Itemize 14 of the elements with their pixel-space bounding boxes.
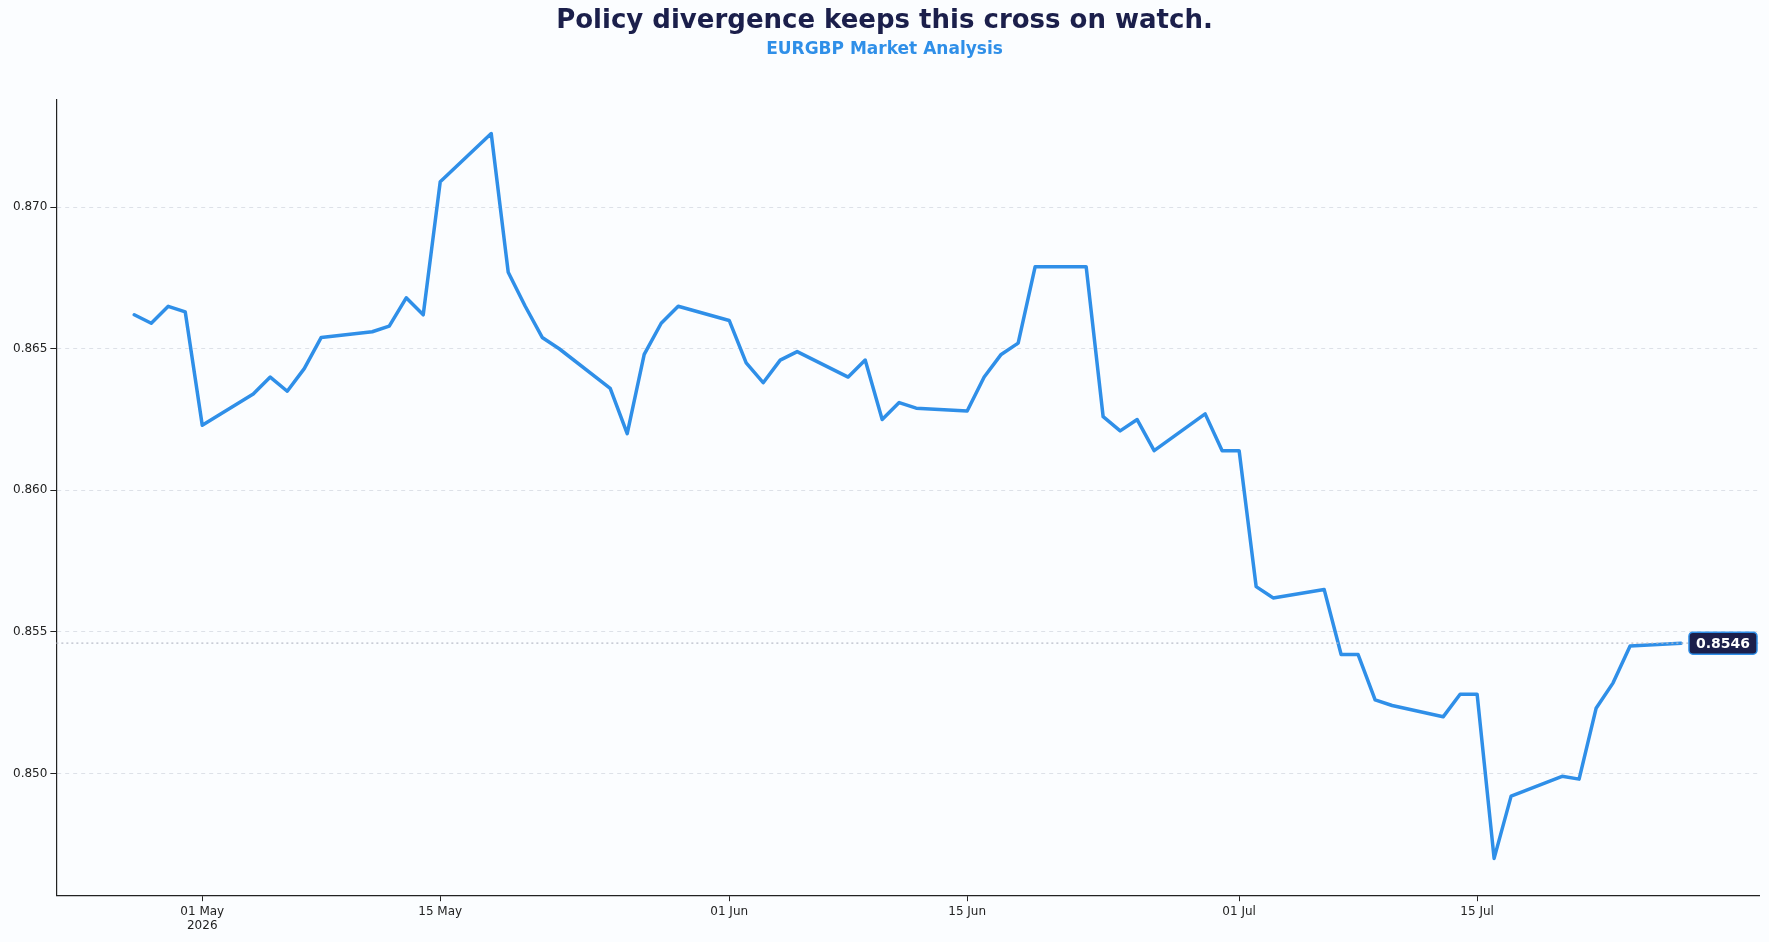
- x-tick-label: 15 Jul: [1460, 903, 1494, 918]
- x-tick-label: 01 Jun: [710, 903, 749, 918]
- y-tick-label: 0.865: [12, 340, 48, 355]
- ref-line-label: 0.8546: [1695, 634, 1750, 651]
- chart-subtitle: EURGBP Market Analysis: [766, 37, 1003, 58]
- y-tick-label: 0.860: [12, 482, 48, 497]
- y-tick-label: 0.870: [12, 199, 48, 214]
- x-tick-label: 15 Jun: [948, 903, 987, 918]
- x-tick-label: 15 May: [418, 903, 463, 918]
- y-tick-label: 0.850: [12, 765, 48, 780]
- x-tick-label: 01 May 2026: [180, 903, 225, 932]
- y-tick-label: 0.855: [12, 624, 48, 639]
- x-tick-label: 01 Jul: [1222, 903, 1256, 918]
- chart-title: Policy divergence keeps this cross on watch.: [556, 4, 1213, 35]
